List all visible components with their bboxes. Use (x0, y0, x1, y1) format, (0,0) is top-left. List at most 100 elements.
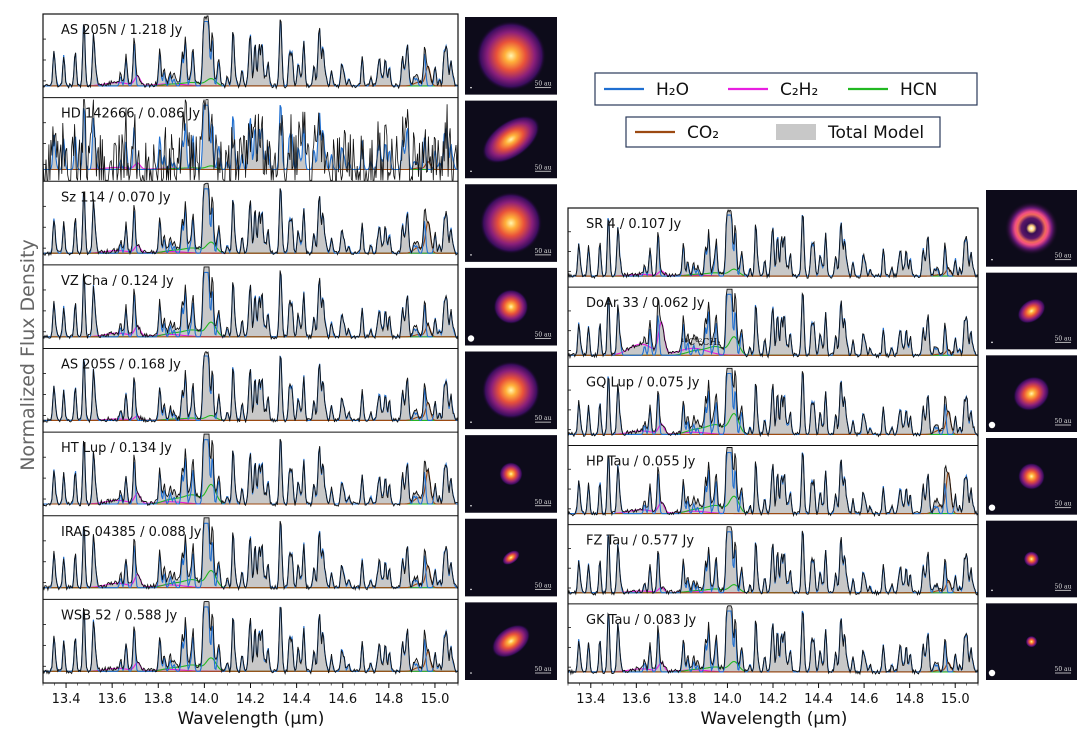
panel-label: HT Lup / 0.134 Jy (61, 441, 172, 456)
scale-bar-label: 50 au (1055, 501, 1072, 508)
observed-spectrum (42, 350, 459, 424)
observed-spectrum (42, 517, 459, 592)
scale-bar-label: 50 au (535, 164, 552, 171)
disk-emission (476, 20, 546, 91)
spectrum-panel: IRAS 04385 / 0.088 Jy (42, 515, 459, 592)
panel-label: HD 142666 / 0.086 Jy (61, 107, 200, 122)
disk-image: 50 au (986, 603, 1077, 680)
disk-image: 50 au (465, 602, 557, 680)
spectrum-panel: HP Tau / 0.055 Jy (567, 445, 979, 518)
y-axis-title: Normalized Flux Density (17, 239, 39, 471)
observed-spectrum (42, 433, 459, 508)
observed-spectrum (567, 447, 979, 518)
panel-label: GK Tau / 0.083 Jy (586, 613, 697, 628)
beam-marker (470, 170, 472, 173)
h2o-line (43, 20, 458, 87)
total-model-area (43, 351, 458, 421)
spectrum-panel: WSB 52 / 0.588 Jy (42, 598, 459, 675)
total-model-area (568, 526, 978, 593)
beam-marker (991, 258, 993, 261)
scale-bar-label: 50 au (1055, 418, 1072, 425)
disk-image: 50 au (465, 435, 557, 513)
x-tick-label: 15.0 (420, 692, 449, 707)
legend-molecules: H₂O C₂H₂ HCN (594, 72, 978, 106)
beam-marker (991, 341, 993, 344)
disk-emission (1013, 376, 1050, 411)
legend-label: Total Model (827, 123, 924, 143)
panel-label: VZ Cha / 0.124 Jy (61, 274, 174, 289)
c13-annotation: ¹³C¹²CH₂ (681, 338, 721, 348)
beam-marker (470, 86, 472, 89)
disk-image: 50 au (465, 518, 557, 597)
total-model-area (43, 434, 458, 505)
scale-bar-label: 50 au (535, 81, 552, 88)
spectrum-panel: Sz 114 / 0.070 Jy (42, 180, 459, 257)
beam-marker (991, 589, 993, 592)
disk-image: 50 au (986, 190, 1077, 267)
scale-bar-label: 50 au (535, 666, 552, 673)
x-tick-label: 13.4 (576, 692, 605, 707)
spectrum-panel: GQ Lup / 0.075 Jy (567, 365, 979, 438)
x-tick-label: 14.4 (804, 692, 833, 707)
spectrum-panel: VZ Cha / 0.124 Jy (42, 264, 459, 341)
disk-emission (481, 361, 541, 420)
scale-bar-label: 50 au (535, 248, 552, 255)
disk-image: 50 au (986, 355, 1077, 432)
panel-label: SR 4 / 0.107 Jy (586, 217, 682, 232)
disk-image: 50 au (465, 267, 557, 346)
total-model-area (568, 368, 978, 435)
right-disk-images: 50 au 50 au 50 au 50 au 50 au 50 au (986, 190, 1077, 680)
disk-image: 50 au (986, 272, 1077, 350)
scale-bar-label: 50 au (535, 332, 552, 339)
disk-emission (479, 192, 543, 255)
scale-bar-label: 50 au (1055, 253, 1072, 260)
panel-label: HP Tau / 0.055 Jy (586, 455, 696, 470)
left-x-axis-title: Wavelength (μm) (178, 709, 325, 729)
total-model-area (568, 210, 978, 277)
scale-bar-label: 50 au (535, 415, 552, 422)
spectrum-panel: HD 142666 / 0.086 Jy (42, 97, 459, 182)
x-tick-label: 14.0 (713, 692, 742, 707)
panel-label: FZ Tau / 0.577 Jy (586, 534, 694, 549)
left-disk-images: 50 au 50 au 50 au 50 au 50 au 50 au 50 au 50 au (465, 17, 557, 680)
disk-emission (482, 115, 540, 164)
total-model-area (568, 289, 978, 356)
right-x-axis-title: Wavelength (μm) (701, 709, 848, 729)
x-tick-label: 14.6 (328, 692, 357, 707)
x-tick-label: 14.4 (282, 692, 311, 707)
x-tick-label: 13.8 (667, 692, 696, 707)
x-tick-label: 15.0 (941, 692, 970, 707)
disk-image: 50 au (465, 184, 557, 262)
total-model-area (43, 16, 458, 86)
beam-marker (988, 421, 996, 429)
beam-marker (988, 504, 996, 511)
disk-emission (1004, 201, 1059, 256)
legend-label: HCN (900, 80, 937, 100)
spectrum-panel: DoAr 33 / 0.062 Jy (567, 286, 978, 360)
observed-spectrum (42, 600, 459, 675)
x-tick-label: 13.8 (144, 692, 173, 707)
disk-emission (491, 624, 531, 658)
disk-emission (499, 462, 523, 486)
disk-image: 50 au (465, 351, 557, 430)
panel-label: AS 205N / 1.218 Jy (61, 23, 183, 38)
legend-label: H₂O (656, 80, 689, 100)
right-spectra-column: SR 4 / 0.107 Jy DoAr 33 / 0.062 Jy GQ Lup … (567, 207, 979, 707)
disk-emission (1023, 551, 1040, 567)
disk-emission (502, 550, 520, 565)
legend-swatch (776, 124, 816, 140)
spectrum-panel: FZ Tau / 0.577 Jy (567, 524, 979, 597)
beam-marker (467, 335, 475, 342)
total-model-area (568, 605, 978, 672)
disk-image: 50 au (986, 520, 1077, 598)
observed-spectrum (42, 266, 459, 341)
observed-spectrum (567, 605, 979, 676)
observed-spectrum (42, 15, 459, 90)
spectrum-panel: HT Lup / 0.134 Jy (42, 431, 459, 508)
x-tick-label: 14.2 (759, 692, 788, 707)
legend-label: CO₂ (687, 123, 719, 143)
disk-emission (1017, 298, 1046, 324)
total-model-area (43, 183, 458, 254)
beam-marker (470, 504, 472, 507)
